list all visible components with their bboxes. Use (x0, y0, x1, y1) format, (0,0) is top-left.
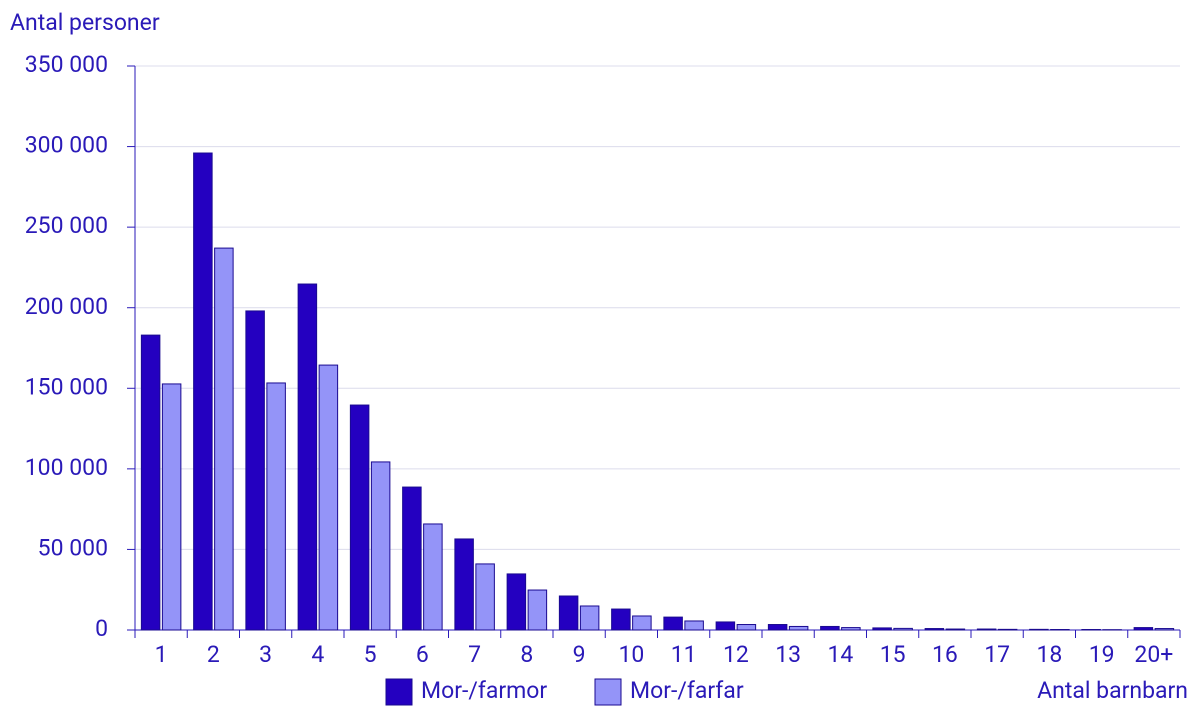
bar (214, 247, 234, 631)
bar (349, 404, 370, 631)
bar (945, 628, 966, 631)
x-tick-label: 17 (984, 641, 1010, 668)
x-tick-label: 12 (723, 641, 749, 668)
bar (924, 628, 945, 631)
bar (161, 383, 182, 631)
x-tick-label: 8 (520, 641, 533, 668)
bar (736, 624, 757, 631)
x-tick-label: 20+ (1134, 641, 1173, 668)
bar (558, 595, 579, 631)
x-tick-label: 4 (311, 641, 324, 668)
x-tick-label: 6 (416, 641, 429, 668)
bar (266, 382, 286, 631)
y-axis-title: Antal personer (10, 9, 160, 36)
x-tick-label: 2 (207, 641, 220, 668)
bar (663, 616, 683, 631)
x-tick-label: 5 (364, 641, 377, 668)
bar (893, 627, 913, 631)
bar (423, 523, 443, 631)
bar (788, 625, 809, 631)
bar (454, 538, 474, 631)
x-tick-label: 18 (1036, 641, 1062, 668)
bar (611, 608, 631, 631)
bar (370, 461, 391, 631)
x-tick-label: 14 (827, 641, 853, 668)
bar (318, 364, 339, 631)
bar (997, 628, 1018, 631)
bar (767, 624, 788, 631)
legend-label: Mor-/farmor (421, 677, 547, 704)
bar (193, 152, 213, 631)
y-tick-label: 0 (95, 615, 108, 642)
bar (506, 573, 527, 631)
bar (1029, 628, 1049, 631)
bar (140, 334, 161, 631)
x-tick-label: 10 (618, 641, 644, 668)
bar (245, 310, 265, 631)
legend-label: Mor-/farfar (630, 677, 744, 704)
y-tick-label: 150 000 (25, 373, 108, 400)
legend-swatch (594, 678, 622, 706)
bar (976, 628, 997, 631)
bar (1133, 627, 1154, 631)
x-tick-label: 16 (932, 641, 958, 668)
x-tick-label: 15 (880, 641, 906, 668)
bar (872, 627, 892, 631)
y-tick-label: 350 000 (25, 51, 108, 78)
legend-swatch (385, 678, 413, 706)
x-tick-label: 7 (468, 641, 481, 668)
x-tick-label: 19 (1089, 641, 1115, 668)
x-tick-label: 9 (573, 641, 586, 668)
bar (1154, 628, 1175, 631)
bar (402, 486, 422, 631)
bar (527, 589, 548, 631)
bar (632, 615, 652, 631)
y-tick-label: 100 000 (25, 454, 108, 481)
bar (820, 625, 840, 631)
x-tick-label: 13 (775, 641, 801, 668)
y-tick-label: 50 000 (38, 535, 108, 562)
y-tick-label: 200 000 (25, 293, 108, 320)
bar (841, 627, 861, 631)
bar (579, 605, 600, 631)
x-tick-label: 1 (155, 641, 168, 668)
y-tick-label: 250 000 (25, 212, 108, 239)
x-axis-title: Antal barnbarn (1037, 677, 1188, 704)
bar (475, 563, 495, 631)
x-tick-label: 3 (259, 641, 272, 668)
bar (297, 283, 318, 631)
bar (715, 621, 736, 631)
y-tick-label: 300 000 (25, 132, 108, 159)
bar (684, 620, 704, 631)
x-tick-label: 11 (671, 641, 697, 668)
